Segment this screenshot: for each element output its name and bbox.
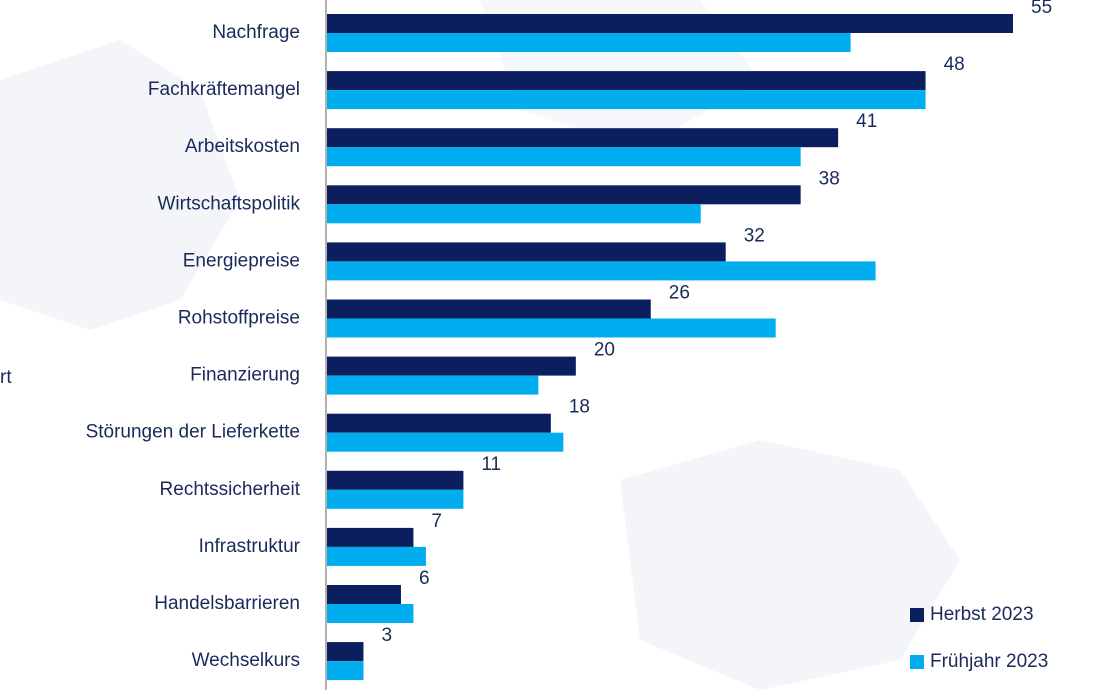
fragment-text: rt (0, 367, 12, 388)
bar (327, 585, 401, 604)
bar (327, 128, 839, 148)
map-shape (0, 40, 240, 330)
value-label: 20 (594, 340, 615, 361)
category-label: Energiepreise (183, 250, 300, 271)
bar (327, 375, 539, 395)
category-label: Infrastruktur (199, 536, 301, 557)
category-label: Arbeitskosten (185, 136, 300, 157)
category-label: Finanzierung (190, 365, 300, 386)
bar (327, 204, 701, 224)
bar (327, 261, 876, 281)
value-label: 6 (419, 568, 430, 589)
bar (327, 661, 364, 681)
category-label: Störungen der Lieferkette (86, 422, 300, 443)
value-label: 3 (381, 625, 392, 646)
bar (327, 546, 426, 566)
bar (327, 432, 564, 452)
category-label: Wirtschaftspolitik (157, 193, 300, 214)
bar (327, 413, 551, 433)
value-label: 26 (669, 283, 690, 304)
bar (327, 470, 464, 490)
bar (327, 527, 414, 547)
bar (327, 242, 726, 262)
category-label: Handelsbarrieren (154, 593, 300, 614)
bar (327, 147, 801, 167)
category-label: Fachkräftemangel (148, 79, 300, 100)
category-label: Rechtssicherheit (160, 479, 301, 500)
value-label: 38 (819, 168, 840, 189)
bar (327, 604, 414, 623)
category-label: Wechselkurs (192, 650, 300, 671)
legend-label: Herbst 2023 (930, 604, 1034, 625)
bar (327, 318, 776, 338)
bar (327, 489, 464, 509)
bar (327, 299, 651, 319)
legend-label: Frühjahr 2023 (930, 651, 1048, 672)
value-label: 32 (744, 225, 765, 246)
bar (327, 14, 1013, 33)
map-shape (620, 440, 960, 690)
category-label: Nachfrage (212, 22, 300, 43)
legend-swatch (910, 608, 924, 622)
bar (327, 642, 364, 662)
category-label: Rohstoffpreise (178, 308, 300, 329)
value-label: 55 (1031, 0, 1052, 18)
value-label: 48 (944, 54, 965, 75)
legend-swatch (910, 655, 924, 669)
bar (327, 90, 926, 110)
value-label: 41 (856, 111, 877, 132)
bar (327, 356, 576, 376)
bar (327, 33, 851, 52)
value-label: 18 (569, 397, 590, 418)
value-label: 11 (481, 454, 501, 475)
bar (327, 185, 801, 205)
value-label: 7 (431, 511, 442, 532)
bar (327, 71, 926, 91)
